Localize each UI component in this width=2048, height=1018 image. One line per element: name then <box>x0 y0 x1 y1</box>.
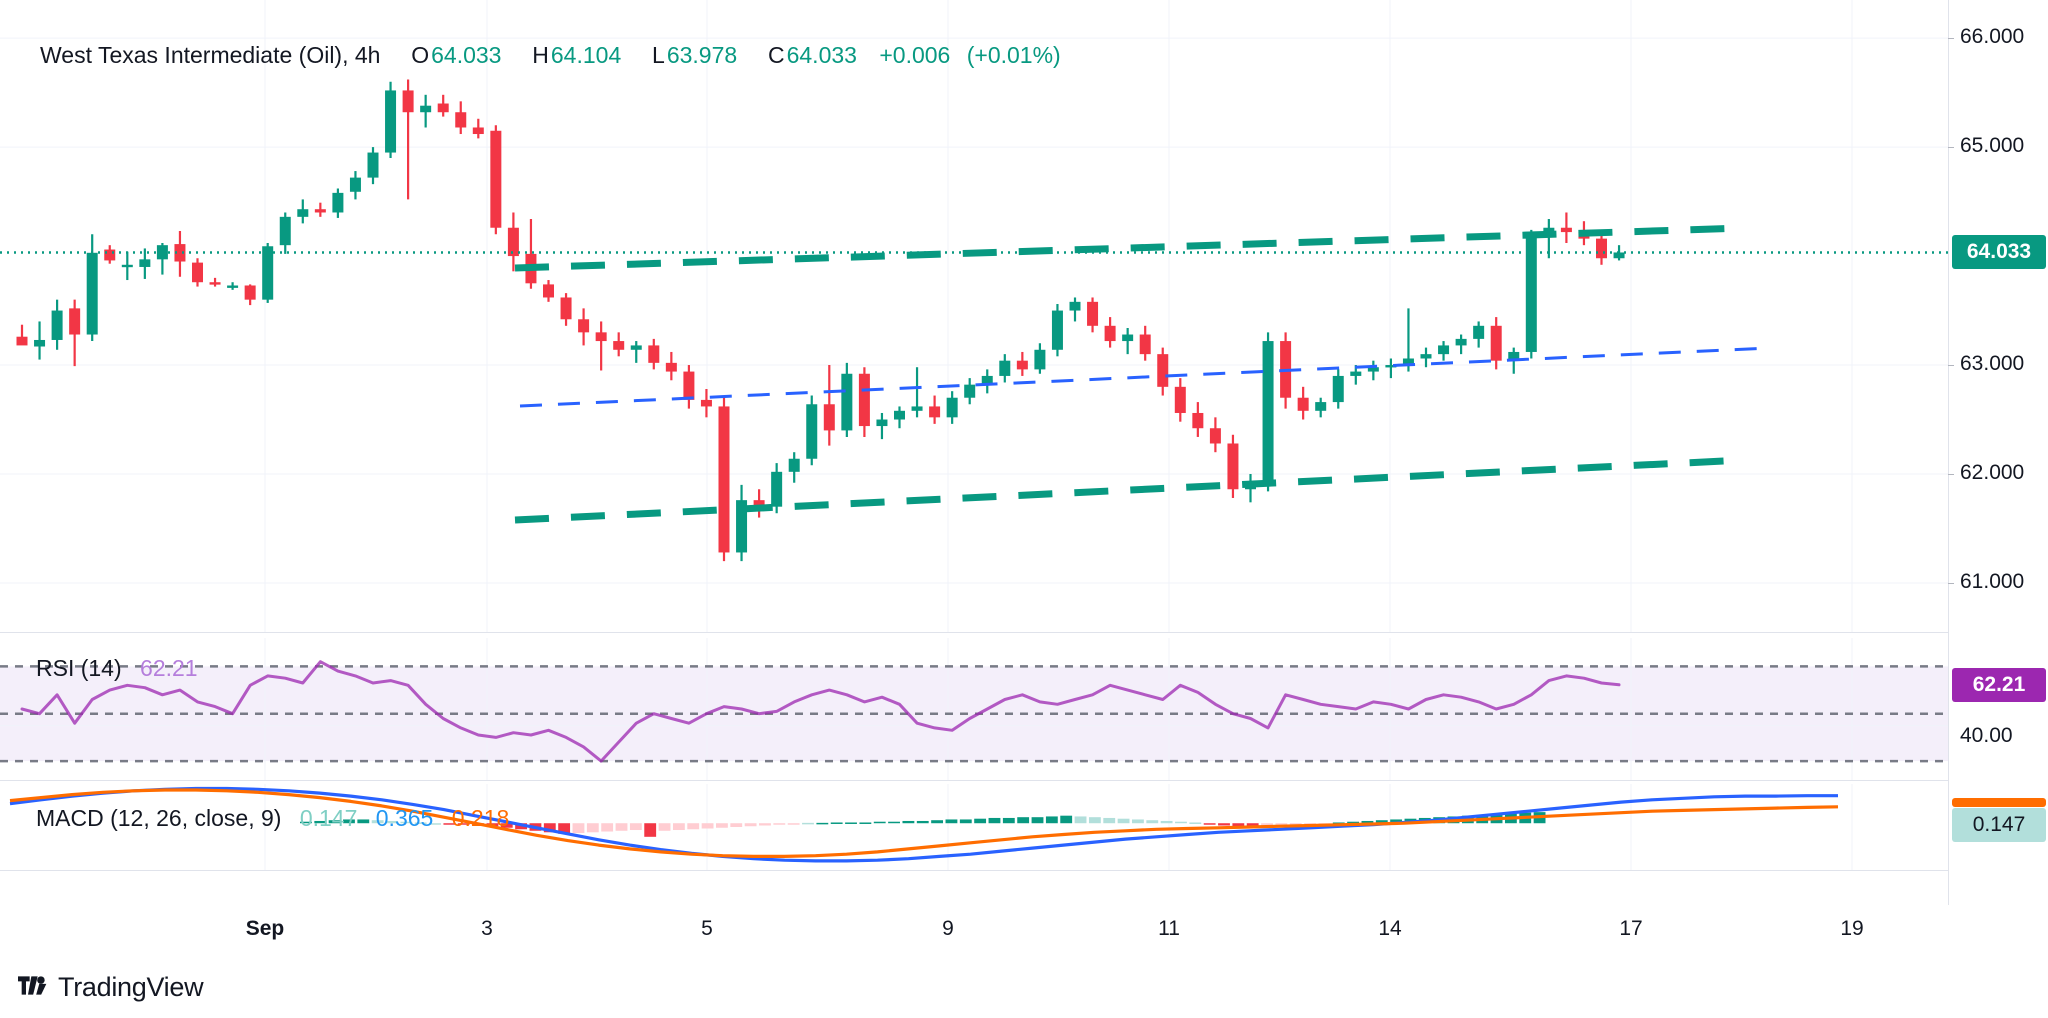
time-axis-label: 5 <box>701 917 713 940</box>
price-axis-tick <box>1948 365 1954 367</box>
pane-separator-3 <box>0 870 1948 871</box>
pane-separator-2 <box>0 780 1948 781</box>
time-axis-label: Sep <box>245 917 285 940</box>
time-axis-label: 3 <box>481 917 493 940</box>
macd-axis[interactable]: 0.147 <box>1948 784 2048 870</box>
price-axis-tick <box>1948 147 1954 149</box>
price-axis-label: 65.000 <box>1960 134 2025 158</box>
price-axis-tick <box>1948 38 1954 40</box>
price-axis-label: 61.000 <box>1960 569 2025 593</box>
time-axis[interactable]: Sep 3 5 9 11 14 17 19 <box>0 905 2048 957</box>
rsi-value-badge[interactable]: 62.21 <box>1952 667 2046 702</box>
price-axis[interactable]: 66.000 65.000 63.000 62.000 61.000 64.033 <box>1948 0 2048 632</box>
price-axis-tick <box>1948 582 1954 584</box>
axis-divider <box>1948 0 1949 905</box>
tradingview-logo-icon <box>18 975 47 995</box>
rsi-pane[interactable] <box>0 638 1948 780</box>
time-axis-label: 9 <box>942 917 954 940</box>
price-axis-tick <box>1948 474 1954 475</box>
macd-hist-badge[interactable]: 0.147 <box>1952 808 2046 842</box>
price-axis-label: 66.000 <box>1960 25 2025 49</box>
tradingview-logo[interactable]: TradingView <box>18 972 204 1003</box>
time-axis-label: 17 <box>1619 917 1643 940</box>
macd-pane[interactable] <box>0 784 1948 870</box>
macd-plot <box>9 784 1853 870</box>
rsi-plot <box>0 638 1948 780</box>
rsi-axis-label: 40.00 <box>1960 724 2013 748</box>
tradingview-logo-text: TradingView <box>58 972 204 1002</box>
time-axis-label: 11 <box>1158 917 1180 940</box>
current-price-badge[interactable]: 64.033 <box>1952 235 2046 270</box>
price-pane[interactable] <box>0 0 1948 632</box>
rsi-axis[interactable]: 62.21 40.00 <box>1948 638 2048 780</box>
time-axis-label: 14 <box>1378 917 1402 940</box>
time-axis-label: 19 <box>1840 917 1864 940</box>
price-plot <box>0 0 1948 632</box>
pane-separator-1 <box>0 632 1948 633</box>
macd-line-badge[interactable] <box>1952 798 2046 807</box>
price-axis-label: 62.000 <box>1960 461 2025 484</box>
price-axis-label: 63.000 <box>1960 352 2025 376</box>
